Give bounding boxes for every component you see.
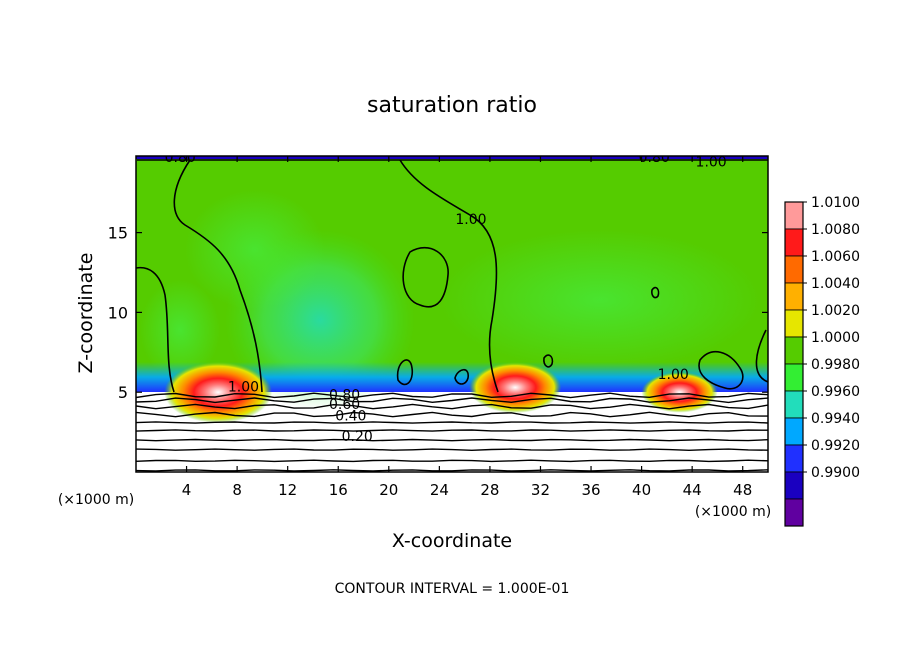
colorbar-label: 0.9920 xyxy=(811,438,860,454)
contour-label: 0.80 xyxy=(639,150,670,166)
contour-line xyxy=(136,459,768,463)
contour-label-group: 0.80 0.80 1.001.001.001.000.800.600.400.20 xyxy=(165,150,727,445)
contour-lines xyxy=(136,159,768,393)
contour-label: 1.00 xyxy=(696,155,727,171)
y-tick-label: 10 xyxy=(108,303,128,322)
plot-frame xyxy=(135,155,769,473)
top-edge-band xyxy=(136,156,768,159)
colorbar-swatch xyxy=(784,417,804,446)
colorbar-swatch xyxy=(784,363,804,392)
colorbar-label: 1.0100 xyxy=(811,195,860,211)
contour-label: 1.00 xyxy=(228,380,259,396)
x-tick-label: 4 xyxy=(182,481,192,499)
hotspot xyxy=(641,371,718,413)
contour-line xyxy=(755,329,768,383)
subcloud-contour-group xyxy=(136,392,768,472)
x-tick-label: 16 xyxy=(329,481,348,499)
x-tick-label: 24 xyxy=(430,481,449,499)
colorbar-label: 1.0040 xyxy=(811,276,860,292)
contour-line xyxy=(543,354,554,368)
cool-region xyxy=(140,280,220,380)
y-tick-label: 5 xyxy=(118,383,128,402)
cool-region xyxy=(440,230,760,370)
colorbar-swatch xyxy=(784,282,804,311)
colorbar-swatch xyxy=(784,444,804,473)
contour-label: 0.20 xyxy=(342,429,373,445)
contour-line xyxy=(136,397,768,404)
plot-area: 0.80 0.80 1.001.001.001.000.800.600.400.20 xyxy=(136,150,768,472)
x-tick-label: 8 xyxy=(232,481,242,499)
colorbar: 1.0100 1.0080 1.0060 1.0040 1.0020 1.0000 0.99… xyxy=(784,195,860,527)
colorbar-swatch xyxy=(784,498,804,527)
x-unit-right: (×1000 m) xyxy=(695,504,771,520)
y-axis: 5 10 15 xyxy=(108,224,768,402)
contour-interval-note: CONTOUR INTERVAL = 1.000E-01 xyxy=(335,581,570,597)
contour-line xyxy=(136,448,768,452)
colorbar-label: 1.0080 xyxy=(811,222,860,238)
contour-line xyxy=(454,368,469,385)
colorbar-label: 0.9900 xyxy=(811,465,860,481)
colorbar-label: 1.0060 xyxy=(811,249,860,265)
contour-line xyxy=(651,286,660,299)
contour-line xyxy=(136,411,768,418)
colorbar-swatch xyxy=(784,471,804,500)
colorbar-label: 0.9940 xyxy=(811,411,860,427)
colorbar-label: 1.0000 xyxy=(811,330,860,346)
contour-line xyxy=(136,429,768,432)
contour-line xyxy=(402,246,449,308)
x-tick-label: 28 xyxy=(480,481,499,499)
contour-line xyxy=(399,159,499,393)
contour-label: 1.00 xyxy=(455,212,486,228)
x-tick-label: 48 xyxy=(733,481,752,499)
contour-line xyxy=(136,469,768,472)
contour-label: 0.60 xyxy=(329,397,360,413)
y-tick-label: 15 xyxy=(108,224,128,243)
x-tick-label: 12 xyxy=(278,481,297,499)
contour-label: 1.00 xyxy=(658,367,689,383)
contour-line xyxy=(136,403,768,410)
colorbar-swatch xyxy=(784,390,804,419)
contour-line xyxy=(173,159,263,393)
x-axis-label: X-coordinate xyxy=(392,530,512,552)
contour-label: 0.80 xyxy=(165,150,196,166)
colorbar-swatch xyxy=(784,336,804,365)
contour-line xyxy=(136,421,768,424)
x-tick-label: 20 xyxy=(379,481,398,499)
y-axis-label: Z-coordinate xyxy=(75,253,97,374)
colorbar-swatch xyxy=(784,201,804,230)
colorbar-label: 0.9980 xyxy=(811,357,860,373)
x-tick-label: 32 xyxy=(531,481,550,499)
cool-region xyxy=(185,190,325,310)
contour-label: 0.80 xyxy=(329,388,360,404)
contour-line xyxy=(396,359,414,386)
colorbar-label: 0.9960 xyxy=(811,384,860,400)
colorbar-label: 1.0020 xyxy=(811,303,860,319)
contour-line xyxy=(698,350,744,390)
contour-line xyxy=(136,392,768,399)
colorbar-swatch xyxy=(784,255,804,284)
contour-line xyxy=(136,438,768,442)
contour-label: 0.40 xyxy=(335,408,366,424)
x-tick-label: 36 xyxy=(581,481,600,499)
contour-line xyxy=(136,266,175,393)
colorbar-swatch xyxy=(784,309,804,338)
x-tick-label: 44 xyxy=(683,481,702,499)
colorbar-swatch xyxy=(784,228,804,257)
chart-title: saturation ratio xyxy=(367,93,537,118)
x-axis: 4 8 12 16 20 24 28 32 36 40 44 48 xyxy=(182,156,752,499)
x-unit-left: (×1000 m) xyxy=(58,492,134,508)
x-tick-label: 40 xyxy=(632,481,651,499)
